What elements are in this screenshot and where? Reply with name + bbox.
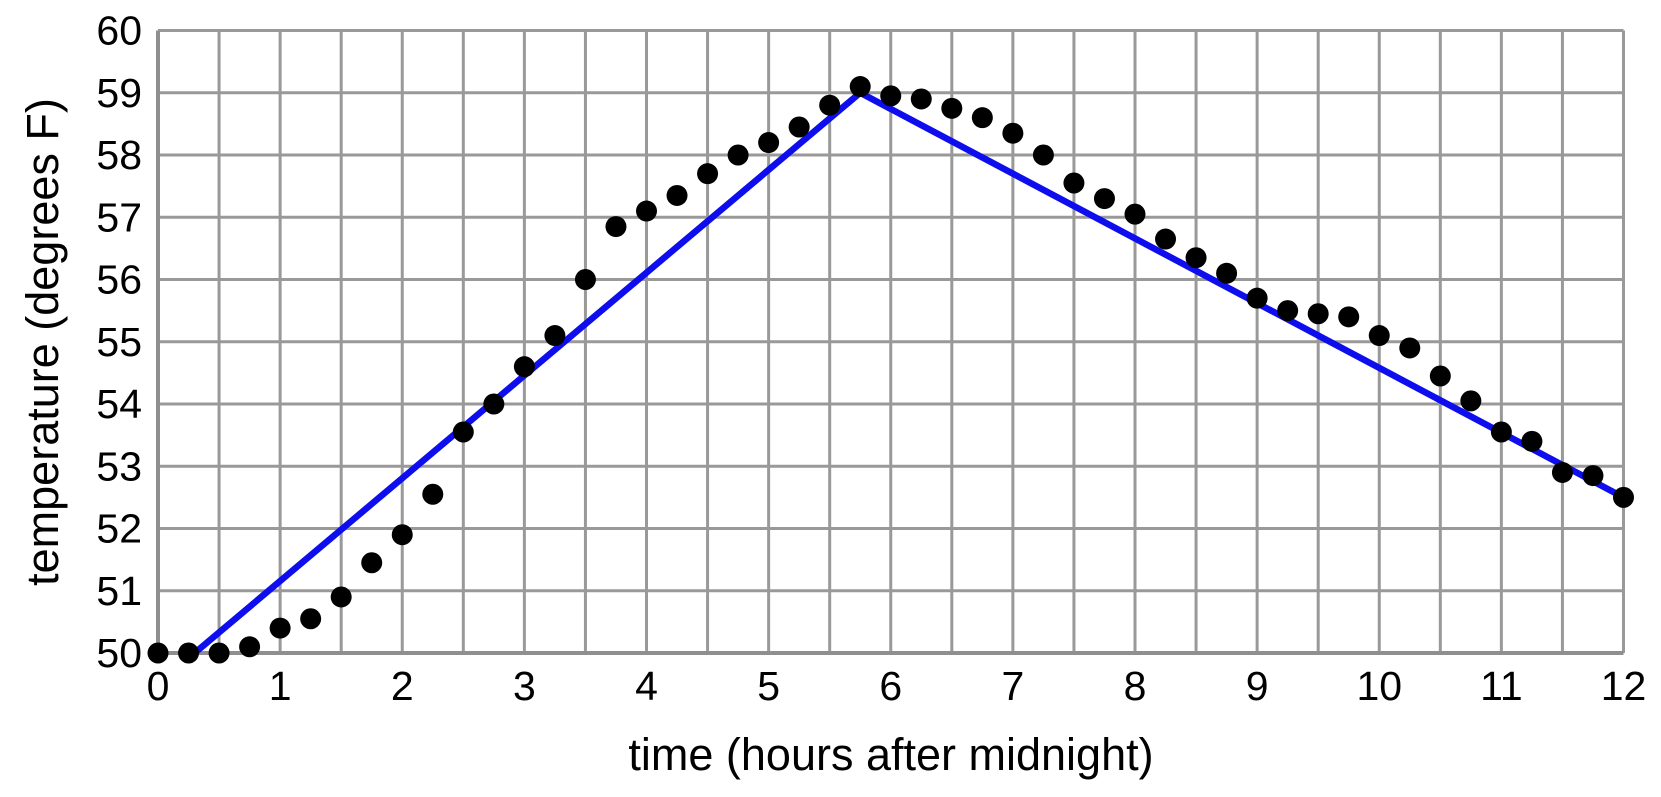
- data-point: [239, 636, 261, 658]
- x-tick-label: 6: [879, 663, 902, 709]
- data-point: [330, 586, 352, 608]
- data-point: [788, 116, 810, 138]
- x-tick-label: 12: [1601, 663, 1647, 709]
- data-point: [1185, 247, 1207, 269]
- data-point: [1307, 303, 1329, 325]
- data-point: [300, 608, 322, 630]
- x-tick-label: 11: [1480, 663, 1523, 709]
- x-axis-title: time (hours after midnight): [628, 729, 1153, 780]
- data-point: [483, 393, 505, 415]
- data-point: [1429, 365, 1451, 387]
- data-point: [666, 184, 688, 206]
- y-tick-label: 58: [96, 132, 142, 178]
- data-point: [513, 356, 535, 378]
- data-point: [910, 88, 932, 110]
- data-point: [1399, 337, 1421, 359]
- data-point: [1582, 465, 1604, 487]
- data-point: [1277, 300, 1299, 322]
- data-point: [758, 132, 780, 154]
- x-tick-label: 10: [1356, 663, 1402, 709]
- data-point: [880, 85, 902, 107]
- x-tick-label: 9: [1246, 663, 1269, 709]
- data-point: [208, 642, 230, 664]
- data-point: [422, 483, 444, 505]
- data-point: [1216, 262, 1238, 284]
- data-point: [1338, 306, 1360, 328]
- data-point: [147, 642, 169, 664]
- data-point: [941, 97, 963, 119]
- y-axis-title: temperature (degrees F): [17, 98, 68, 586]
- data-point: [1124, 203, 1146, 225]
- data-point: [1460, 390, 1482, 412]
- y-tick-label: 57: [96, 194, 142, 240]
- y-tick-label: 55: [96, 319, 142, 365]
- data-point: [1613, 486, 1634, 508]
- x-tick-label: 3: [513, 663, 536, 709]
- data-point: [1521, 430, 1543, 452]
- data-point: [391, 524, 413, 546]
- data-point: [971, 107, 993, 129]
- data-point: [574, 269, 596, 290]
- data-point: [452, 421, 474, 443]
- y-tick-label: 51: [96, 568, 142, 614]
- x-tick-label: 8: [1124, 663, 1147, 709]
- x-tick-label: 7: [1001, 663, 1024, 709]
- data-point: [1002, 122, 1024, 144]
- data-point: [727, 144, 749, 166]
- data-point: [1032, 144, 1054, 166]
- axes: [156, 30, 1624, 655]
- y-tick-label: 53: [96, 443, 142, 489]
- y-tick-label: 52: [96, 506, 142, 552]
- data-point: [1246, 287, 1268, 309]
- model-line: [191, 89, 1627, 657]
- x-tick-label: 4: [635, 663, 658, 709]
- y-tick-label: 54: [96, 381, 142, 427]
- x-tick-label: 0: [147, 663, 170, 709]
- data-point: [269, 617, 291, 639]
- data-point: [178, 642, 200, 664]
- data-point: [1551, 461, 1573, 483]
- y-tick-label: 56: [96, 257, 142, 303]
- data-point: [636, 200, 657, 222]
- x-tick-label: 2: [391, 663, 414, 709]
- data-point: [819, 94, 841, 116]
- y-tick-labels: 50 51 52 53 54 55 56 57 58 59 60: [96, 8, 142, 677]
- data-point: [544, 325, 566, 347]
- model-line-layer: [191, 89, 1627, 657]
- data-point: [849, 76, 871, 98]
- scatter-dots-layer: [147, 76, 1634, 664]
- gridlines: [156, 29, 1625, 655]
- data-point: [1093, 188, 1115, 210]
- x-tick-label: 5: [757, 663, 780, 709]
- x-tick-labels: 0 1 2 3 4 5 6 7 8 9 10 11 12: [147, 663, 1647, 709]
- y-tick-label: 50: [96, 630, 142, 676]
- data-point: [1155, 228, 1177, 250]
- x-tick-label: 1: [269, 663, 292, 709]
- data-point: [361, 552, 383, 574]
- data-point: [1490, 421, 1512, 443]
- y-tick-label: 59: [96, 70, 142, 116]
- data-point: [1063, 172, 1085, 194]
- y-tick-label: 60: [96, 8, 142, 54]
- data-point: [605, 216, 627, 238]
- data-point: [697, 163, 719, 185]
- data-point: [1368, 325, 1390, 347]
